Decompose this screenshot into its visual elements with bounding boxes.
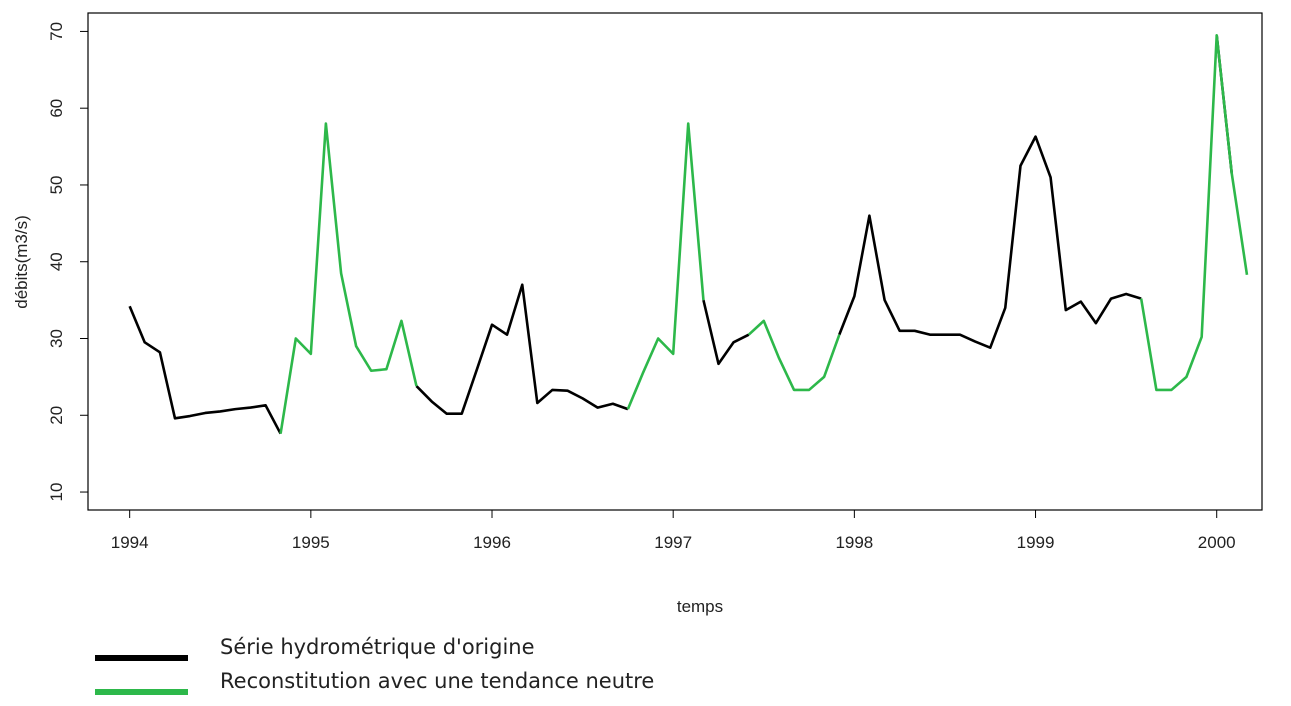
legend-label: Reconstitution avec une tendance neutre (220, 669, 654, 693)
x-tick-label: 1998 (835, 533, 873, 552)
y-tick-label: 50 (47, 176, 66, 195)
y-axis-label: débits(m3/s) (12, 215, 31, 309)
y-tick-label: 10 (47, 483, 66, 502)
x-tick-label: 1995 (292, 533, 330, 552)
y-tick-label: 70 (47, 22, 66, 41)
x-tick-label: 1996 (473, 533, 511, 552)
x-tick-label: 1999 (1017, 533, 1055, 552)
x-tick-label: 1997 (654, 533, 692, 552)
series-line (279, 33, 1249, 434)
y-tick-label: 30 (47, 329, 66, 348)
legend-label: Série hydrométrique d'origine (220, 635, 535, 659)
y-tick-label: 40 (47, 252, 66, 271)
x-tick-label: 2000 (1198, 533, 1236, 552)
y-tick-label: 20 (47, 406, 66, 425)
x-axis-label: temps (677, 597, 723, 616)
x-tick-label: 1994 (111, 533, 149, 552)
plot-frame (87, 12, 1263, 511)
series-line (128, 35, 1234, 435)
y-tick-label: 60 (47, 99, 66, 118)
